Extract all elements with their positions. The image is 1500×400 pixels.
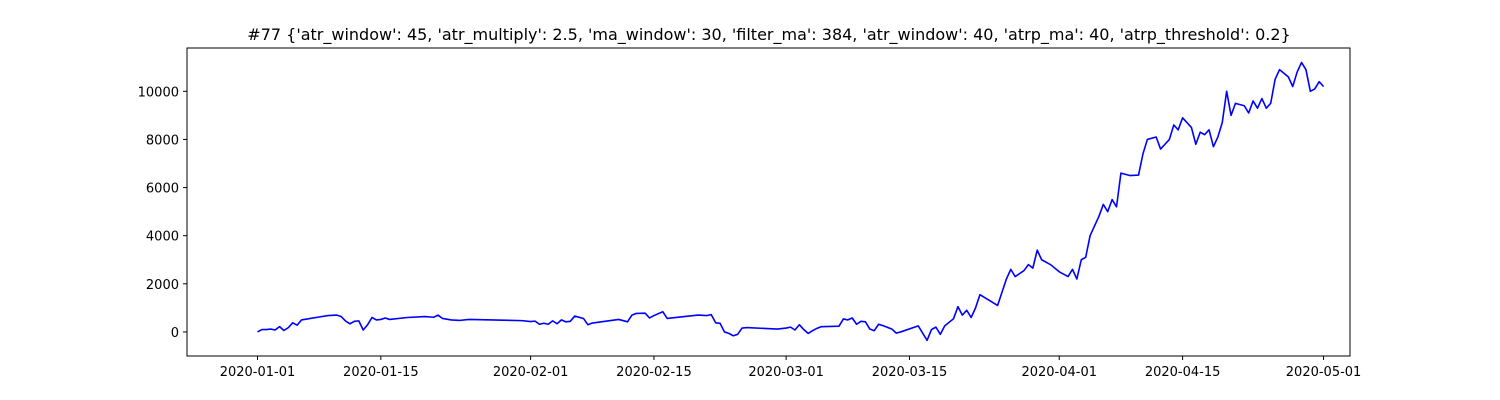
x-tick-label: 2020-02-01 <box>493 365 569 380</box>
y-tick-label: 4000 <box>146 230 179 245</box>
plot-area <box>257 61 1325 342</box>
x-tick-label: 2020-03-15 <box>872 365 948 380</box>
y-tick-label: 10000 <box>138 85 179 100</box>
x-tick-label: 2020-01-01 <box>220 365 296 380</box>
x-tick-label: 2020-02-15 <box>616 365 692 380</box>
y-tick-label: 0 <box>171 326 179 341</box>
plot-frame <box>186 47 1351 357</box>
y-tick-label: 2000 <box>146 278 179 293</box>
x-tick-label: 2020-03-01 <box>748 365 824 380</box>
chart-axes: 2020-01-01 2020-01-15 2020-02-01 2020-02-15… <box>138 47 1362 380</box>
series-line-0 <box>257 61 1325 342</box>
x-tick-label: 2020-04-15 <box>1145 365 1221 380</box>
x-tick-label: 2020-05-01 <box>1286 365 1362 380</box>
chart-title: #77 {'atr_window': 45, 'atr_multiply': 2… <box>247 25 1290 45</box>
x-tick-label: 2020-04-01 <box>1021 365 1097 380</box>
x-tick-label: 2020-01-15 <box>343 365 419 380</box>
y-tick-label: 6000 <box>146 182 179 197</box>
y-tick-label: 8000 <box>146 133 179 148</box>
